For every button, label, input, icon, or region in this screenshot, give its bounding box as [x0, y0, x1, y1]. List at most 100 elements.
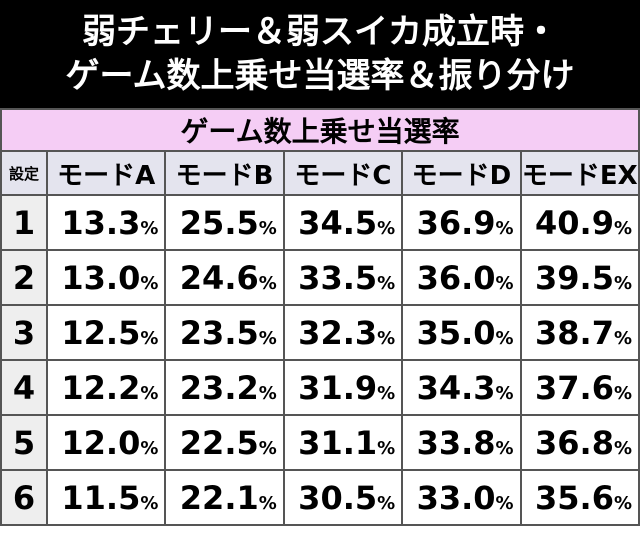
number: 22.5: [179, 423, 259, 462]
cell-value: 22.5%: [164, 414, 285, 471]
cell-value: 36.0%: [401, 249, 522, 306]
cell-value: 31.1%: [282, 414, 404, 471]
unit: %: [140, 492, 159, 514]
number: 12.2: [61, 368, 141, 407]
unit: %: [140, 217, 159, 239]
row-header: 6: [0, 469, 48, 526]
number: 31.9: [298, 368, 378, 407]
cell-value: 36.9%: [401, 194, 522, 251]
title-line: 弱チェリー＆弱スイカ成立時・: [82, 12, 558, 52]
cell-value: 25.5%: [164, 194, 285, 251]
cell-value: 23.5%: [164, 304, 285, 361]
unit: %: [377, 272, 396, 294]
cell-value: 13.0%: [45, 249, 167, 306]
data-row: 6 11.5% 22.1% 30.5% 33.0% 35.6%: [0, 469, 640, 526]
unit: %: [377, 492, 396, 514]
unit: %: [258, 217, 277, 239]
column-header: 設定: [0, 150, 48, 196]
cell-value: 32.3%: [282, 304, 404, 361]
number: 34.5: [298, 203, 378, 242]
number: 24.6: [179, 258, 259, 297]
number: 36.9: [416, 203, 496, 242]
unit: %: [258, 382, 277, 404]
unit: %: [140, 272, 159, 294]
unit: %: [140, 327, 159, 349]
number: 12.5: [61, 313, 141, 352]
data-row: 2 13.0% 24.6% 33.5% 36.0% 39.5%: [0, 249, 640, 306]
number: 35.0: [416, 313, 496, 352]
cell-value: 40.9%: [519, 194, 640, 251]
unit: %: [495, 382, 514, 404]
number: 32.3: [298, 313, 378, 352]
number: 31.1: [298, 423, 378, 462]
number: 12.0: [61, 423, 141, 462]
column-header: モードC: [282, 150, 404, 196]
cell-value: 39.5%: [519, 249, 640, 306]
number: 38.7: [535, 313, 614, 352]
unit: %: [495, 327, 514, 349]
table-caption: ゲーム数上乗せ当選率: [0, 108, 640, 152]
unit: %: [140, 382, 159, 404]
cell-value: 22.1%: [164, 469, 285, 526]
cell-value: 12.2%: [45, 359, 167, 416]
cell-value: 33.5%: [282, 249, 404, 306]
cell-value: 11.5%: [45, 469, 167, 526]
number: 40.9: [535, 203, 614, 242]
cell-value: 34.5%: [282, 194, 404, 251]
cell-value: 24.6%: [164, 249, 285, 306]
number: 33.5: [298, 258, 378, 297]
title-banner: 弱チェリー＆弱スイカ成立時・ ゲーム数上乗せ当選率＆振り分け: [0, 0, 640, 108]
number: 39.5: [535, 258, 614, 297]
cell-value: 23.2%: [164, 359, 285, 416]
column-header: モードD: [401, 150, 522, 196]
row-header: 1: [0, 194, 48, 251]
number: 11.5: [61, 478, 141, 517]
number: 33.0: [416, 478, 496, 517]
column-header: モードA: [45, 150, 167, 196]
unit: %: [613, 272, 632, 294]
number: 36.0: [416, 258, 496, 297]
unit: %: [140, 437, 159, 459]
unit: %: [377, 437, 396, 459]
number: 33.8: [416, 423, 496, 462]
caption-row: ゲーム数上乗せ当選率: [0, 108, 640, 152]
number: 22.1: [179, 478, 259, 517]
number: 23.5: [179, 313, 259, 352]
cell-value: 33.8%: [401, 414, 522, 471]
cell-value: 35.0%: [401, 304, 522, 361]
data-row: 4 12.2% 23.2% 31.9% 34.3% 37.6%: [0, 359, 640, 416]
cell-value: 37.6%: [519, 359, 640, 416]
row-header: 2: [0, 249, 48, 306]
number: 34.3: [416, 368, 496, 407]
data-row: 3 12.5% 23.5% 32.3% 35.0% 38.7%: [0, 304, 640, 361]
number: 25.5: [179, 203, 259, 242]
unit: %: [613, 217, 632, 239]
unit: %: [495, 437, 514, 459]
cell-value: 30.5%: [282, 469, 404, 526]
column-header: モードB: [164, 150, 285, 196]
cell-value: 35.6%: [519, 469, 640, 526]
number: 30.5: [298, 478, 378, 517]
unit: %: [258, 272, 277, 294]
unit: %: [613, 437, 632, 459]
unit: %: [613, 492, 632, 514]
unit: %: [495, 217, 514, 239]
header-row: 設定 モードA モードB モードC モードD モードEX: [0, 150, 640, 196]
unit: %: [495, 492, 514, 514]
number: 35.6: [535, 478, 614, 517]
cell-value: 12.0%: [45, 414, 167, 471]
number: 13.3: [61, 203, 141, 242]
cell-value: 33.0%: [401, 469, 522, 526]
number: 13.0: [61, 258, 141, 297]
cell-value: 13.3%: [45, 194, 167, 251]
unit: %: [495, 272, 514, 294]
unit: %: [258, 327, 277, 349]
unit: %: [377, 382, 396, 404]
unit: %: [377, 327, 396, 349]
unit: %: [258, 437, 277, 459]
cell-value: 31.9%: [282, 359, 404, 416]
data-row: 1 13.3% 25.5% 34.5% 36.9% 40.9%: [0, 194, 640, 251]
number: 36.8: [535, 423, 614, 462]
number: 23.2: [179, 368, 259, 407]
